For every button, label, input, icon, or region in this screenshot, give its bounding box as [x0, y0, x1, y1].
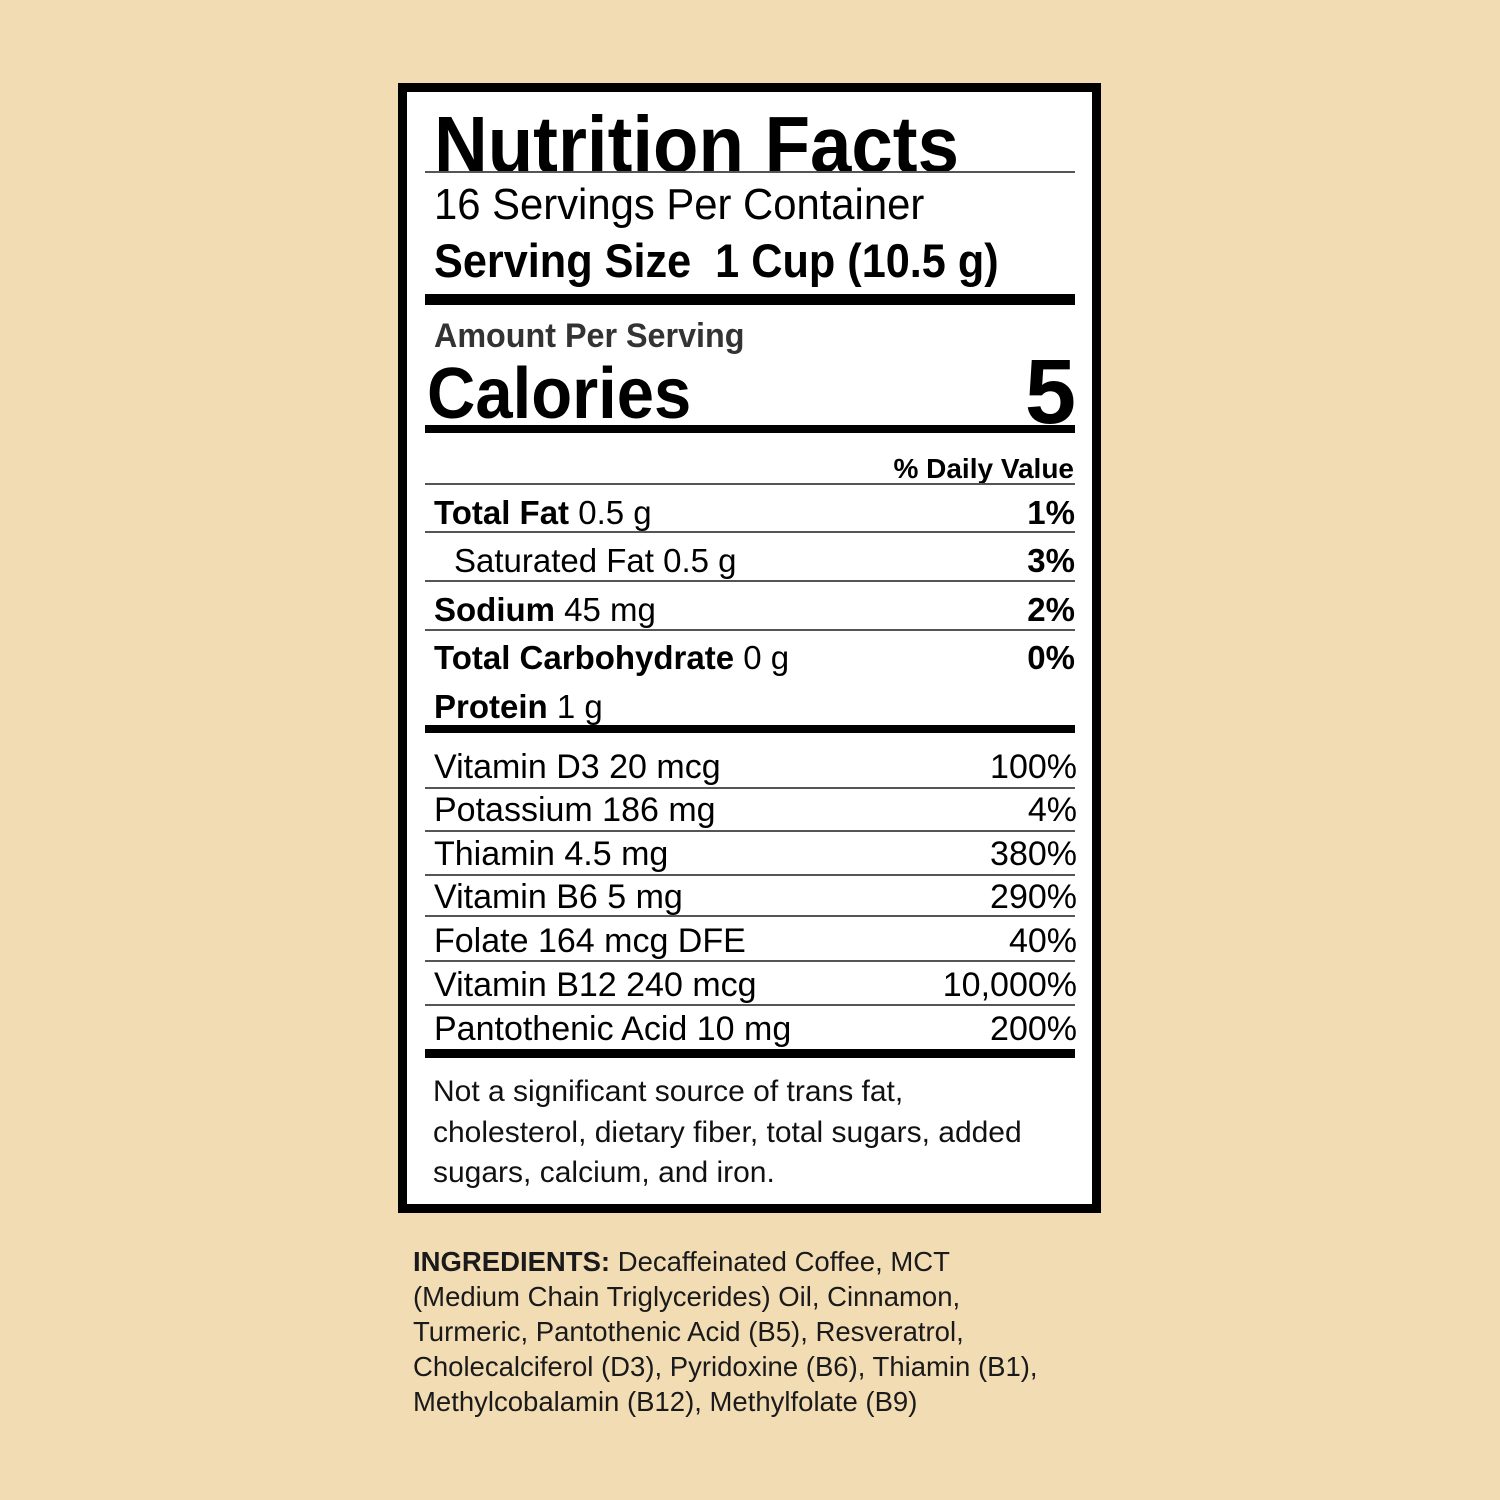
- nutrient-name: Saturated Fat: [454, 542, 654, 579]
- ingredients-label: INGREDIENTS:: [413, 1246, 611, 1277]
- nutrient-dv: 2%: [1027, 591, 1075, 628]
- amount-per-serving: Amount Per Serving: [434, 317, 745, 355]
- nutrient-amount: 0.5 g: [578, 494, 652, 531]
- divider: [425, 960, 1075, 962]
- vitamin-dv: 100%: [990, 748, 1077, 786]
- footnote: Not a significant source of trans fat, c…: [433, 1075, 1022, 1189]
- divider: [425, 830, 1075, 832]
- nutrient-name: Protein: [434, 688, 548, 725]
- divider: [425, 1004, 1075, 1006]
- nutrient-name: Sodium: [434, 591, 555, 628]
- vitamin-dv: 290%: [990, 878, 1077, 916]
- nutrition-facts-label: Nutrition Facts 16 Servings Per Containe…: [398, 83, 1101, 1213]
- vitamin-label: Vitamin D3 20 mcg: [434, 748, 721, 786]
- nutrient-name: Total Fat: [434, 494, 570, 531]
- nutrient-amount: 0 g: [743, 639, 790, 676]
- thick-divider: [425, 725, 1075, 733]
- nutrient-amount: 45 mg: [564, 591, 656, 628]
- divider: [425, 787, 1075, 789]
- nutrient-amount: 1 g: [556, 688, 603, 725]
- nutrient-name: Total Carbohydrate: [434, 639, 735, 676]
- nutrient-amount: 0.5 g: [663, 542, 737, 579]
- calories-label: Calories: [427, 354, 692, 434]
- nutrient-dv: 1%: [1027, 494, 1075, 531]
- thick-divider: [425, 294, 1075, 305]
- vitamin-label: Vitamin B6 5 mg: [434, 878, 683, 916]
- nutrient-dv: 3%: [1027, 542, 1075, 579]
- divider: [425, 874, 1075, 876]
- vitamin-label: Pantothenic Acid 10 mg: [434, 1010, 792, 1048]
- servings-per-container: 16 Servings Per Container: [434, 180, 925, 229]
- divider: [425, 580, 1075, 582]
- vitamin-dv: 40%: [1008, 922, 1077, 960]
- daily-value-header: % Daily Value: [893, 453, 1074, 484]
- vitamin-dv: 10,000%: [942, 966, 1077, 1004]
- divider: [425, 171, 1075, 173]
- label-title: Nutrition Facts: [434, 100, 959, 189]
- divider: [425, 629, 1075, 631]
- vitamin-dv: 200%: [990, 1010, 1077, 1048]
- ingredients-text: Decaffeinated Coffee, MCT (Medium Chain …: [413, 1246, 1038, 1417]
- divider: [425, 915, 1075, 917]
- divider: [425, 483, 1075, 485]
- ingredients: INGREDIENTS: Decaffeinated Coffee, MCT (…: [413, 1244, 1063, 1419]
- vitamin-label: Thiamin 4.5 mg: [434, 835, 669, 873]
- vitamin-label: Potassium 186 mg: [434, 791, 716, 829]
- vitamin-label: Vitamin B12 240 mcg: [434, 966, 757, 1004]
- serving-size: Serving Size 1 Cup (10.5 g): [434, 234, 999, 288]
- divider: [425, 531, 1075, 533]
- serving-size-value: 1 Cup (10.5 g): [715, 234, 999, 287]
- thick-divider: [425, 425, 1075, 433]
- vitamin-label: Folate 164 mcg DFE: [434, 922, 746, 960]
- nutrient-dv: 0%: [1027, 639, 1075, 676]
- vitamin-dv: 380%: [990, 835, 1077, 873]
- vitamin-dv: 4%: [1027, 791, 1077, 829]
- serving-size-label: Serving Size: [434, 234, 692, 287]
- thick-divider: [425, 1049, 1075, 1058]
